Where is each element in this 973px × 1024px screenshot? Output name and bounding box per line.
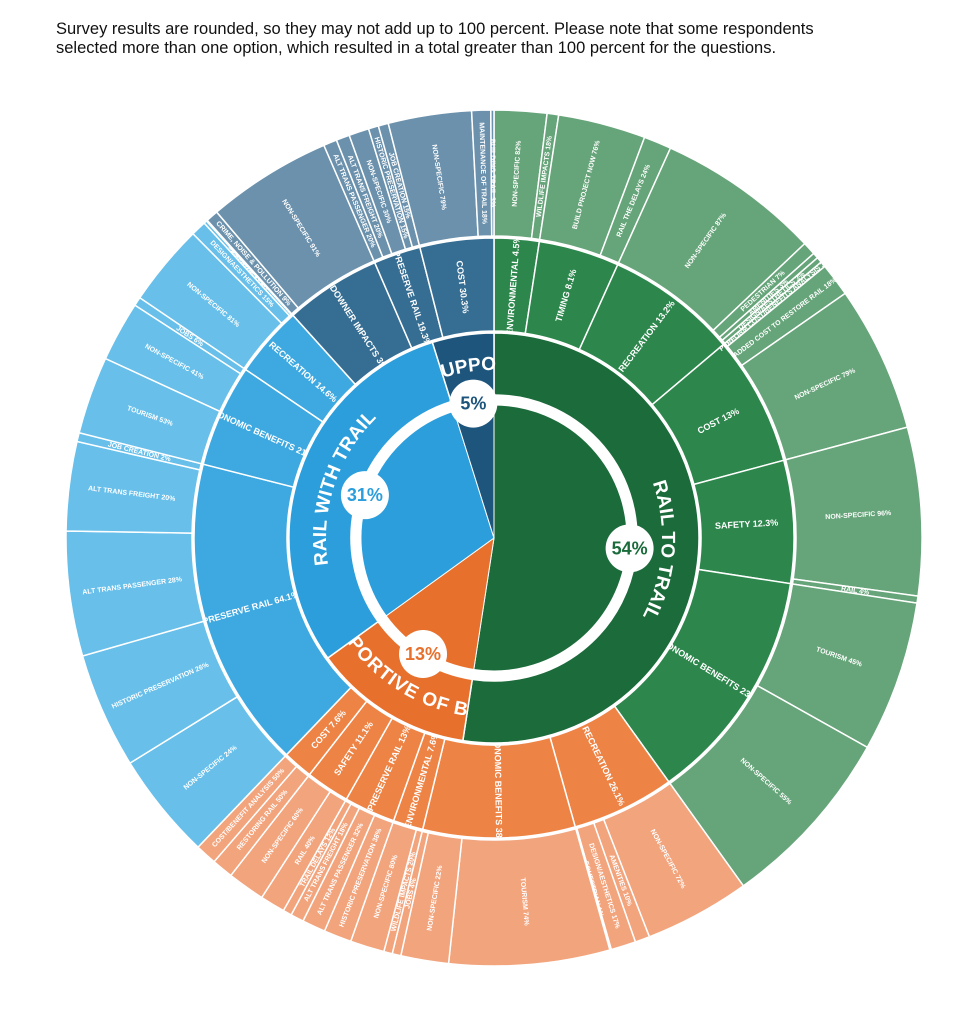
label-name: COST — [454, 260, 467, 287]
segment-label: MAINTENANCE OF TRAIL 18% — [478, 122, 488, 225]
label-value: 4% — [409, 877, 418, 889]
label-value: 2% — [160, 454, 172, 463]
label-value: 38% — [371, 827, 383, 843]
label-name: TOURISM — [519, 877, 529, 910]
label-value: 20% — [161, 494, 177, 503]
label-name: RAIL — [841, 585, 859, 594]
label-name: NON-SPECIFIC — [825, 510, 876, 520]
note: Survey results are rounded, so they may … — [56, 20, 814, 57]
segment-label: SAFETY 12.3% — [715, 517, 779, 530]
label-value: 80% — [388, 853, 399, 869]
segment-label: TOURISM 74% — [519, 877, 530, 926]
badge — [399, 630, 448, 679]
label-value: 18% — [545, 135, 554, 151]
label-value: 28% — [168, 576, 184, 585]
label-value: 12.3% — [753, 517, 779, 528]
badge — [605, 524, 654, 573]
label-value: 3% — [489, 197, 496, 208]
segment-label: NON-SPECIFIC 96% — [825, 509, 892, 520]
segment-label: RAIL 4% — [841, 585, 871, 596]
badge-label: 54% — [612, 538, 648, 558]
label-name: JOBS — [404, 889, 415, 909]
label-value: 10% — [622, 891, 634, 907]
label-value: 96% — [877, 509, 892, 517]
label-name: NON-SPECIFIC — [511, 156, 521, 207]
label-value: 45% — [847, 657, 863, 668]
label-value: 20% — [372, 223, 384, 239]
label-value: 30% — [381, 209, 392, 225]
label-value: 15% — [399, 224, 410, 240]
badge — [449, 379, 498, 428]
label-value: 76% — [591, 139, 602, 155]
segment-label: ECONOMIC BENEFITS 38.6% — [492, 729, 504, 854]
label-value: 4% — [859, 588, 871, 596]
segment-label: NON-SPECIFIC 82% — [511, 140, 522, 207]
segment-label: JOBS 4% — [404, 877, 418, 910]
label-value: 18% — [481, 210, 488, 225]
label-value: 20% — [407, 850, 417, 866]
label-value: 30.3% — [458, 287, 471, 314]
badge-label: 31% — [347, 485, 383, 505]
badge — [340, 471, 389, 520]
middle-segment — [418, 237, 495, 339]
label-value: 74% — [522, 911, 530, 926]
label-value: 82% — [514, 140, 522, 155]
label-value: 17% — [610, 914, 621, 930]
label-name: SAFETY — [715, 519, 751, 531]
label-value: 53% — [158, 416, 174, 428]
label-name: BUILDING TRAIL — [489, 139, 496, 196]
label-name: MAINTENANCE OF TRAIL — [478, 122, 488, 209]
badge-label: 5% — [460, 394, 486, 414]
badge-label: 13% — [405, 644, 441, 664]
group-band — [288, 341, 452, 660]
segment-label: COST 30.3% — [454, 260, 471, 314]
outer-segment — [490, 109, 495, 237]
label-value: 22% — [434, 864, 443, 880]
label-value: 6% — [192, 336, 205, 348]
label-value: 79% — [438, 195, 447, 211]
segment-label: BUILDING TRAIL 3% — [489, 139, 496, 208]
label-value: 15% — [401, 204, 412, 220]
group-band — [462, 332, 700, 744]
label-name: ECONOMIC BENEFITS — [492, 729, 504, 826]
label-value: 4.5% — [510, 235, 522, 256]
